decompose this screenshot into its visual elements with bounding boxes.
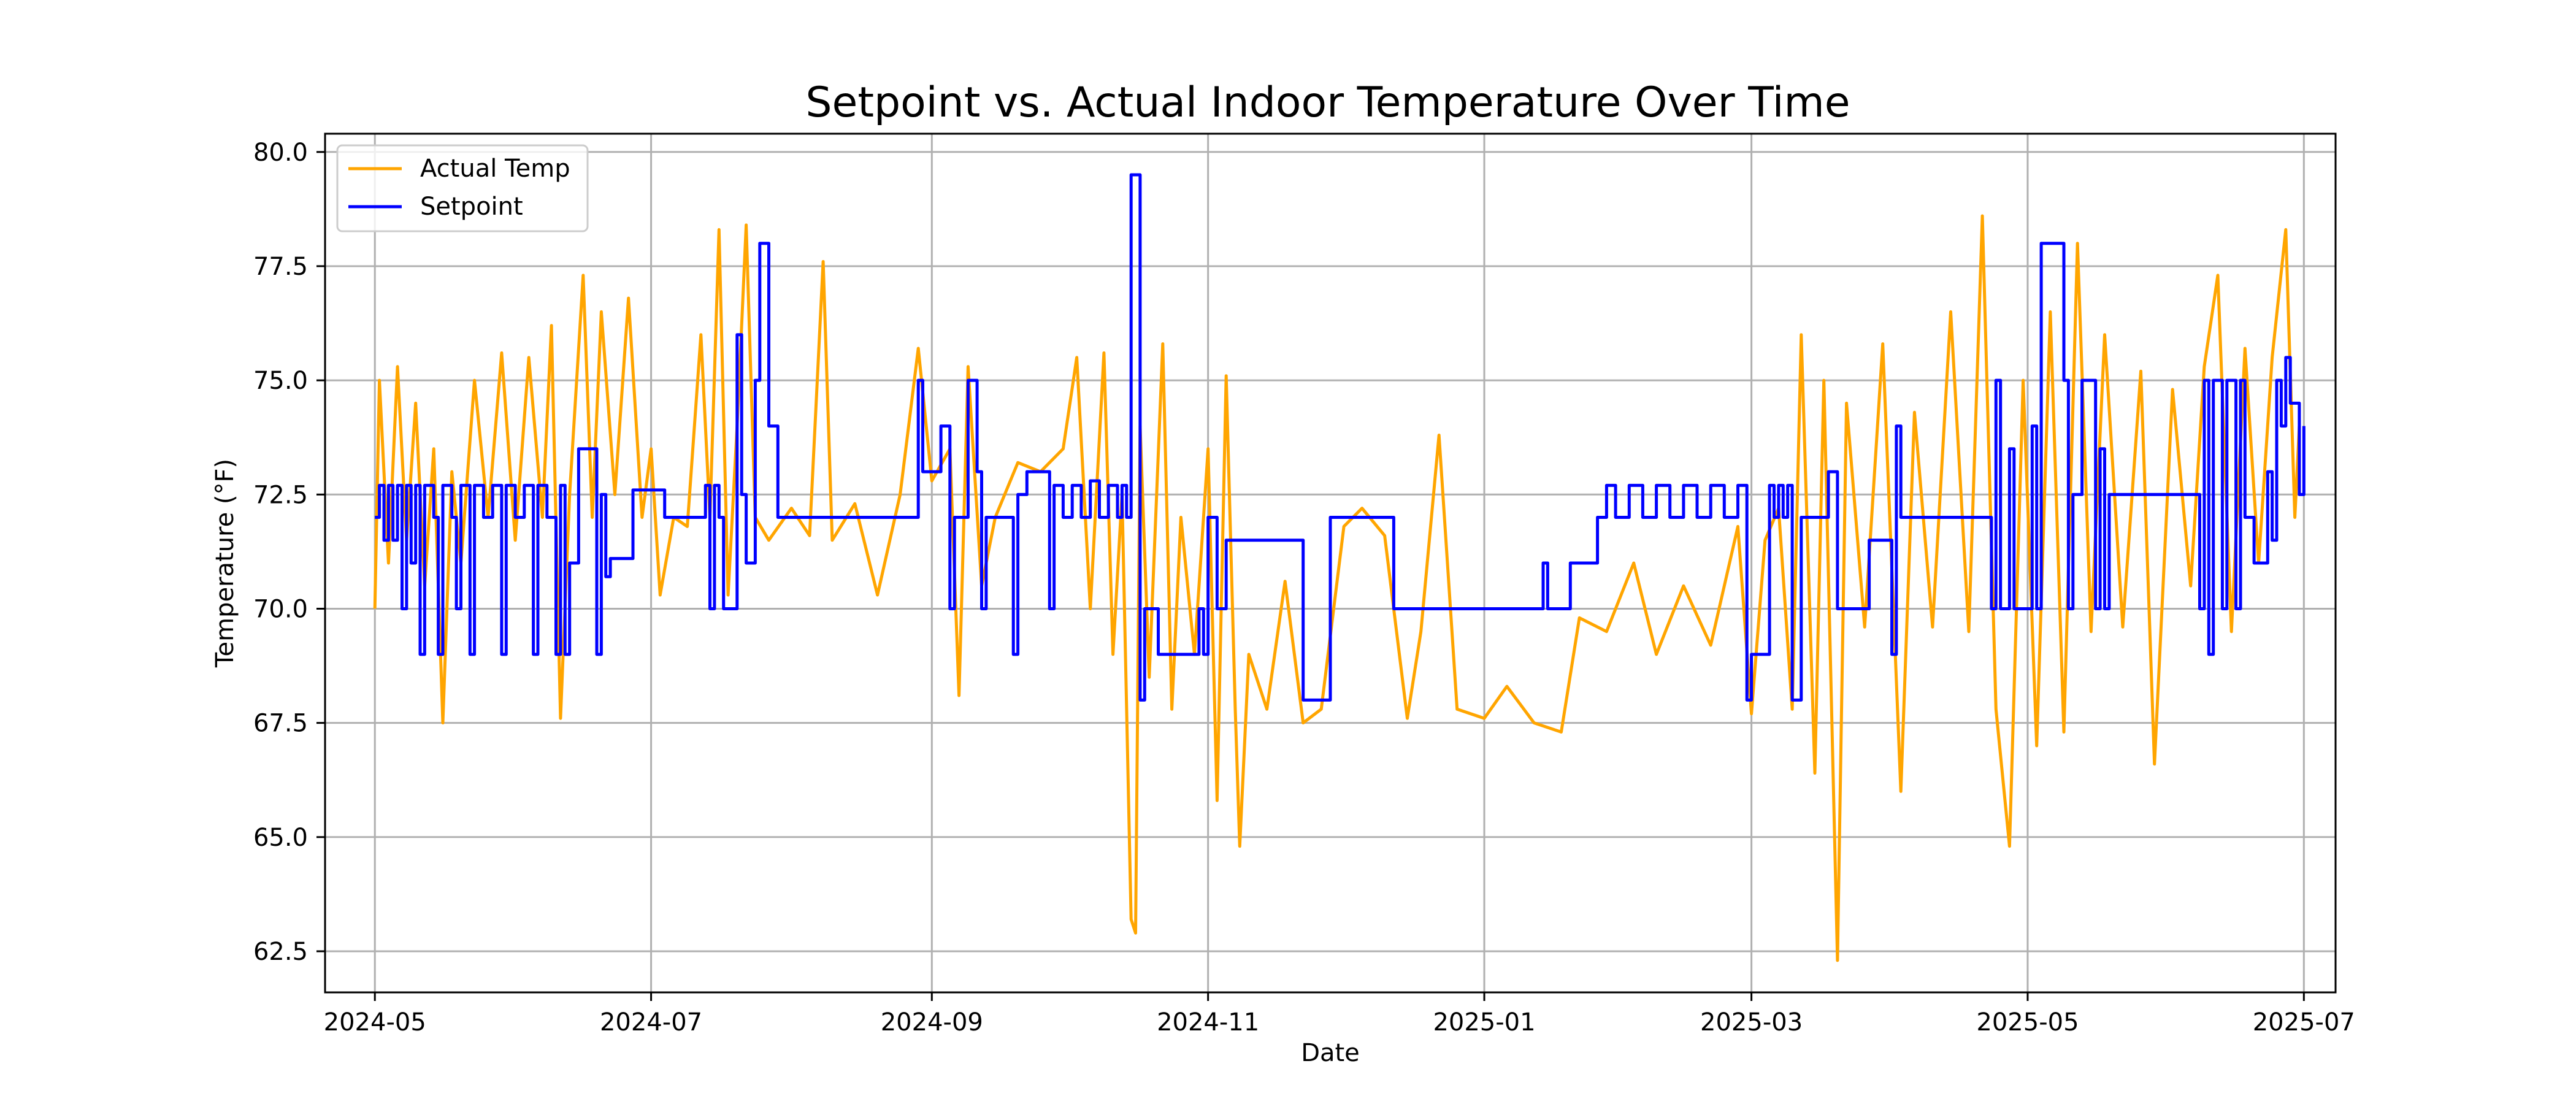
axis-ticks: 2024-05 2024-07 2024-09 2024-11 2025-01 2025-… [253,139,2355,1037]
x-tick-label: 2024-05 [324,1008,426,1037]
grid-lines [325,134,2336,992]
chart-title: Setpoint vs. Actual Indoor Temperature O… [805,79,1850,127]
y-tick-label: 67.5 [253,710,308,738]
legend-label-setpoint: Setpoint [420,193,523,221]
x-tick-label: 2024-09 [881,1008,983,1037]
y-axis-label: Temperature (°F) [211,459,239,668]
series-line-actual-temp [373,214,2301,962]
x-tick-label: 2024-11 [1157,1008,1259,1037]
legend-label-actual-temp: Actual Temp [420,155,570,183]
y-tick-label: 75.0 [253,367,308,395]
series-line-setpoint [375,173,2306,702]
y-tick-label: 62.5 [253,938,308,966]
legend: Actual Temp Setpoint [336,144,589,232]
y-tick-label: 80.0 [253,139,308,167]
series-layer [373,173,2306,962]
x-axis-label: Date [1301,1039,1360,1067]
plot-frame [324,132,2337,994]
x-tick-label: 2025-05 [1976,1008,2079,1037]
x-tick-label: 2025-01 [1433,1008,1535,1037]
y-tick-label: 65.0 [253,824,308,852]
x-tick-label: 2025-03 [1700,1008,1803,1037]
x-tick-label: 2025-07 [2253,1008,2355,1037]
legend-box [336,144,589,232]
y-tick-label: 70.0 [253,595,308,623]
y-tick-label: 77.5 [253,253,308,281]
x-tick-label: 2024-07 [600,1008,702,1037]
y-tick-label: 72.5 [253,481,308,509]
